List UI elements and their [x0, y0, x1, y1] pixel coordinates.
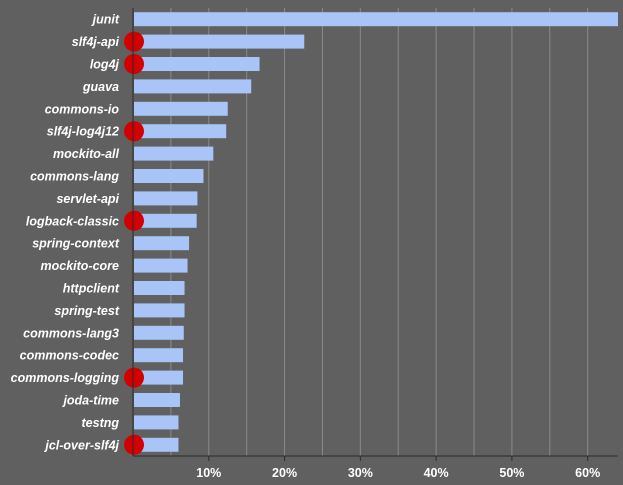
- category-label: servlet-api: [56, 192, 119, 206]
- bar-slf4j-log4j12: [134, 124, 227, 139]
- category-label: commons-io: [45, 102, 120, 116]
- category-label: jcl-over-slf4j: [43, 438, 119, 452]
- bar-commons-lang3: [134, 325, 184, 340]
- category-label: junit: [91, 13, 120, 27]
- x-tick-labels: 10% 20% 30% 40% 50% 60%: [196, 456, 600, 480]
- x-tick-label: 50%: [499, 466, 524, 480]
- bar-mockito-core: [134, 258, 188, 273]
- bar-jcl-over-slf4j: [134, 437, 179, 452]
- x-tick-label: 60%: [575, 466, 600, 480]
- category-label: log4j: [90, 58, 120, 72]
- bar-slf4j-api: [134, 34, 305, 49]
- bar-logback-classic: [134, 213, 197, 228]
- bar-guava: [134, 79, 252, 94]
- category-label: slf4j-log4j12: [47, 125, 119, 139]
- category-labels: junit slf4j-api log4j guava commons-io slf4j-…: [11, 13, 120, 453]
- logging-markers: [124, 31, 144, 455]
- category-label: guava: [82, 80, 119, 94]
- logging-marker-dot: [124, 121, 144, 142]
- bar-commons-lang: [134, 169, 204, 183]
- logging-marker-dot: [124, 54, 144, 74]
- bar-spring-context: [134, 236, 190, 251]
- category-label: logback-classic: [26, 214, 119, 228]
- category-label: slf4j-api: [72, 35, 120, 49]
- category-label: spring-context: [32, 237, 120, 251]
- bar-commons-logging: [134, 370, 184, 385]
- bar-httpclient: [134, 281, 185, 295]
- category-label: mockito-all: [53, 147, 120, 161]
- bar-commons-io: [134, 101, 228, 116]
- category-label: testng: [82, 416, 120, 430]
- x-tick-label: 10%: [196, 466, 221, 480]
- bar-testng: [134, 415, 179, 430]
- category-label: spring-test: [54, 304, 119, 318]
- category-label: httpclient: [63, 282, 120, 296]
- grid-lines: [170, 8, 589, 456]
- bar-joda-time: [134, 393, 180, 407]
- category-label: commons-lang: [30, 170, 119, 184]
- logging-marker-dot: [124, 31, 144, 52]
- bar-spring-test: [134, 303, 185, 318]
- bar-mockito-all: [134, 146, 214, 161]
- category-label: joda-time: [61, 394, 119, 408]
- bar-commons-codec: [134, 348, 184, 363]
- x-tick-label: 30%: [348, 466, 373, 480]
- logging-marker-dot: [124, 210, 144, 231]
- x-tick-label: 20%: [272, 466, 297, 480]
- bars: [134, 12, 618, 452]
- bar-log4j: [134, 57, 260, 71]
- category-label: mockito-core: [41, 259, 120, 273]
- x-tick-label: 40%: [424, 466, 449, 480]
- category-label: commons-codec: [20, 349, 119, 363]
- logging-marker-dot: [124, 434, 144, 455]
- category-label: commons-logging: [11, 371, 120, 385]
- bar-servlet-api: [134, 191, 198, 206]
- logging-marker-dot: [124, 367, 144, 388]
- category-label: commons-lang3: [23, 326, 119, 340]
- bar-junit: [134, 12, 618, 27]
